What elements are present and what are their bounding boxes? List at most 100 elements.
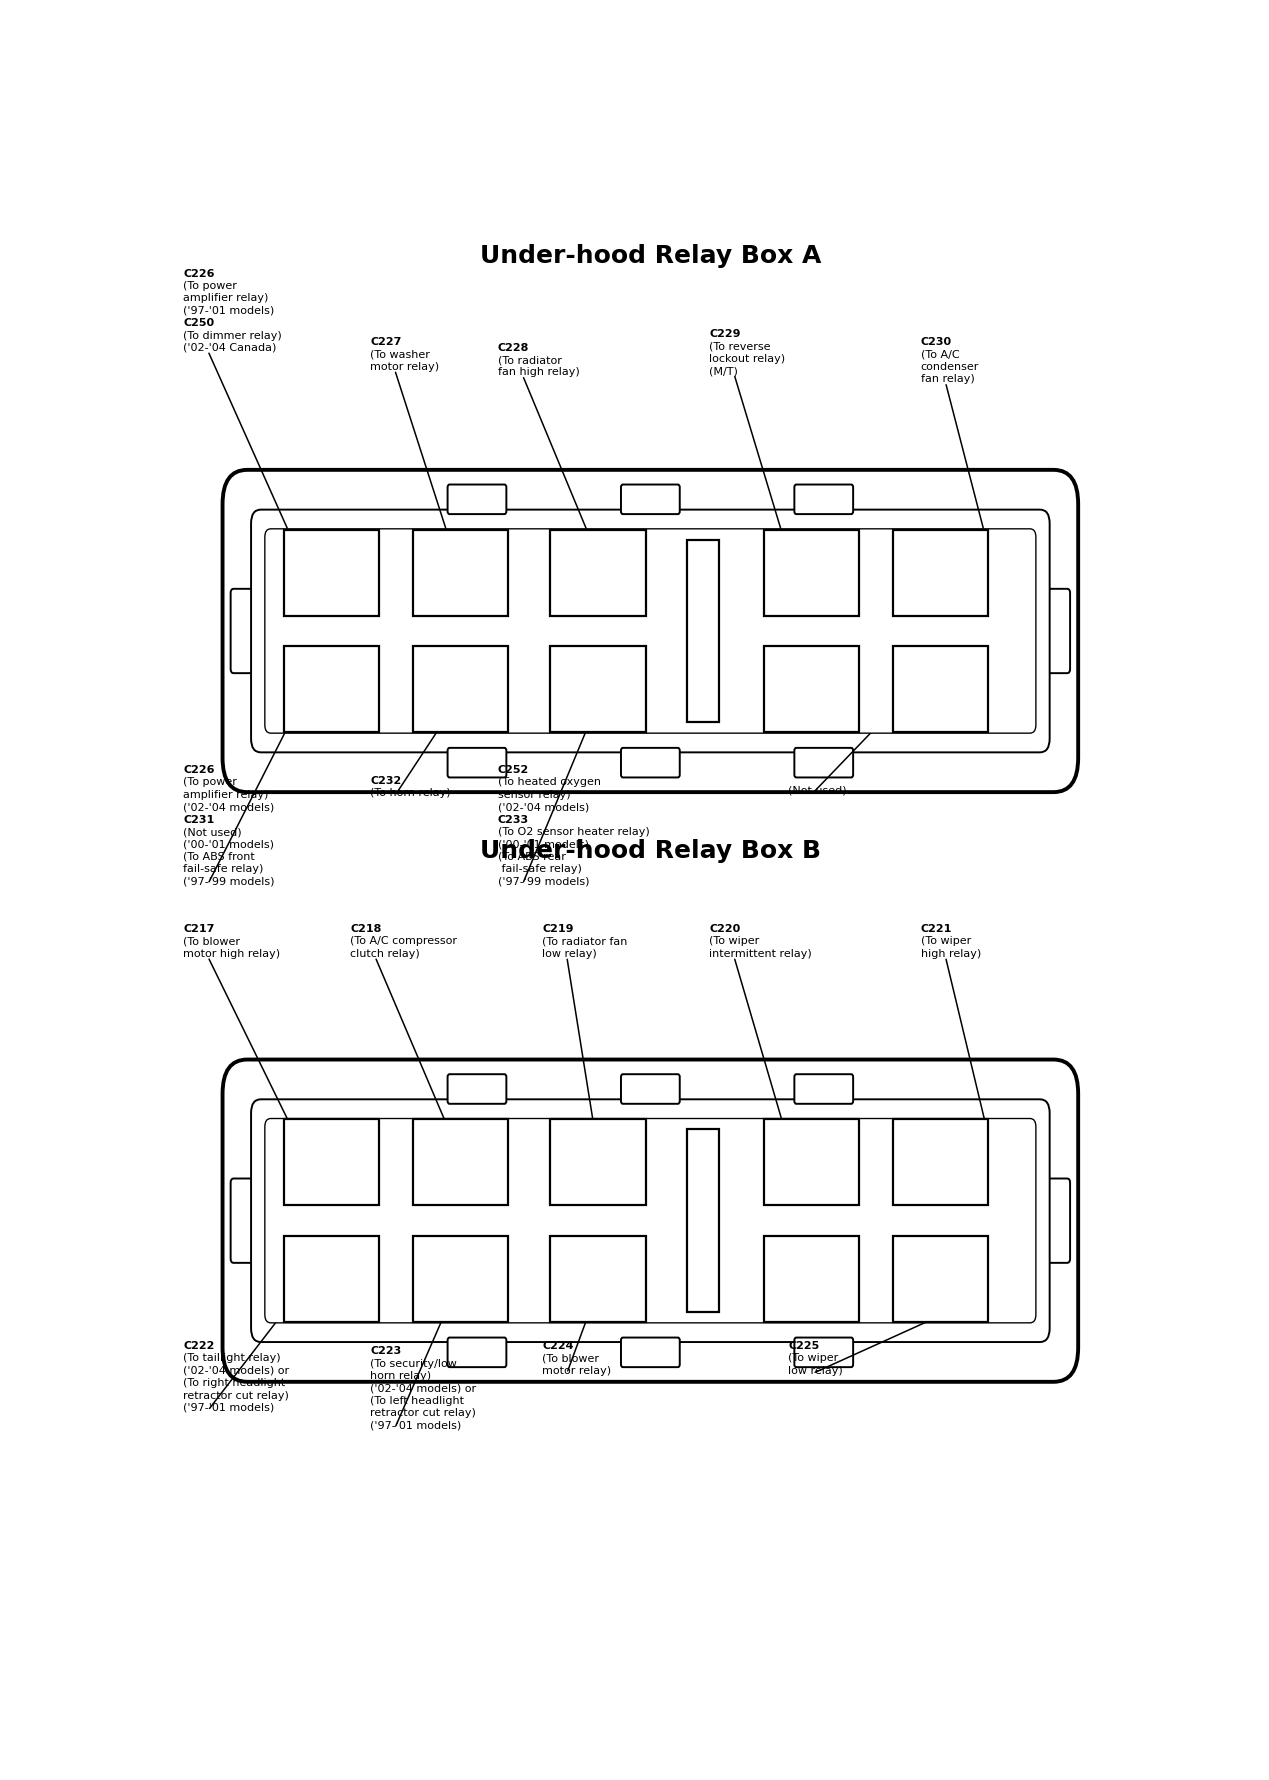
Text: (To O2 sensor heater relay): (To O2 sensor heater relay) — [497, 826, 650, 837]
FancyBboxPatch shape — [265, 529, 1036, 733]
Text: C231: C231 — [183, 813, 214, 824]
Text: fan relay): fan relay) — [921, 374, 975, 384]
Text: (To ABS rear: (To ABS rear — [497, 851, 566, 862]
Bar — [414, 646, 509, 733]
Text: (To radiator fan: (To radiator fan — [542, 936, 628, 945]
Text: C226: C226 — [183, 269, 214, 278]
Text: sensor relay): sensor relay) — [497, 789, 571, 799]
Text: (To A/C compressor: (To A/C compressor — [350, 936, 457, 945]
Text: (To reverse: (To reverse — [709, 342, 770, 351]
FancyBboxPatch shape — [222, 470, 1079, 792]
Text: (To security/low: (To security/low — [371, 1358, 457, 1369]
Bar — [551, 646, 646, 733]
Text: C221: C221 — [921, 924, 952, 933]
Text: motor high relay): motor high relay) — [183, 949, 280, 958]
FancyBboxPatch shape — [1042, 589, 1070, 675]
Text: ('97-'99 models): ('97-'99 models) — [497, 876, 589, 886]
Text: (To wiper: (To wiper — [788, 1353, 839, 1363]
Text: (To wiper: (To wiper — [921, 936, 971, 945]
Bar — [414, 1120, 509, 1205]
Text: C222: C222 — [183, 1340, 214, 1351]
FancyBboxPatch shape — [1042, 1178, 1070, 1264]
Text: Under-hood Relay Box B: Under-hood Relay Box B — [480, 838, 821, 863]
Text: (To ABS front: (To ABS front — [183, 851, 255, 862]
Text: C232: C232 — [371, 776, 401, 785]
Text: clutch relay): clutch relay) — [350, 949, 420, 958]
Text: C250: C250 — [183, 319, 214, 328]
Bar — [764, 1235, 859, 1323]
FancyBboxPatch shape — [448, 748, 506, 778]
Text: retractor cut relay): retractor cut relay) — [371, 1408, 476, 1417]
Bar — [414, 1235, 509, 1323]
Text: (M/T): (M/T) — [709, 367, 739, 376]
Bar — [284, 530, 379, 616]
Text: fan high relay): fan high relay) — [497, 367, 580, 377]
Text: ('02-'04 models): ('02-'04 models) — [183, 801, 274, 812]
Text: C227: C227 — [371, 336, 401, 347]
Text: intermittent relay): intermittent relay) — [709, 949, 812, 958]
FancyBboxPatch shape — [222, 1059, 1079, 1381]
Text: (To right headlight: (To right headlight — [183, 1378, 286, 1387]
Bar — [764, 1120, 859, 1205]
Text: C224: C224 — [542, 1340, 574, 1351]
FancyBboxPatch shape — [621, 748, 680, 778]
Text: C220: C220 — [709, 924, 741, 933]
Text: (To taillight relay): (To taillight relay) — [183, 1353, 280, 1363]
Bar — [551, 530, 646, 616]
Text: fail-safe relay): fail-safe relay) — [183, 863, 264, 874]
FancyBboxPatch shape — [251, 511, 1049, 753]
Text: (To A/C: (To A/C — [921, 349, 959, 360]
Text: ('02-'04 models): ('02-'04 models) — [497, 801, 589, 812]
Text: C218: C218 — [350, 924, 382, 933]
Text: condenser: condenser — [921, 361, 980, 372]
Text: C217: C217 — [183, 924, 214, 933]
Bar — [284, 646, 379, 733]
Text: (To dimmer relay): (To dimmer relay) — [183, 331, 282, 340]
Text: ('97-'99 models): ('97-'99 models) — [183, 876, 274, 886]
FancyBboxPatch shape — [448, 1075, 506, 1104]
Text: (To left headlight: (To left headlight — [371, 1396, 464, 1404]
FancyBboxPatch shape — [448, 1339, 506, 1367]
Text: C229: C229 — [709, 329, 741, 338]
FancyBboxPatch shape — [621, 1339, 680, 1367]
Bar — [893, 1235, 989, 1323]
Bar — [284, 1235, 379, 1323]
FancyBboxPatch shape — [231, 589, 259, 675]
Text: C230: C230 — [921, 336, 952, 347]
Text: motor relay): motor relay) — [371, 361, 439, 372]
FancyBboxPatch shape — [231, 1178, 259, 1264]
Text: C225: C225 — [788, 1340, 820, 1351]
Bar — [764, 646, 859, 733]
Text: ('02-'04 models) or: ('02-'04 models) or — [183, 1365, 289, 1374]
FancyBboxPatch shape — [794, 748, 853, 778]
Text: ('97-'01 models): ('97-'01 models) — [183, 1403, 274, 1412]
Text: horn relay): horn relay) — [371, 1371, 431, 1381]
Text: (To power: (To power — [183, 281, 237, 290]
FancyBboxPatch shape — [794, 1339, 853, 1367]
Text: high relay): high relay) — [921, 949, 981, 958]
Text: C228: C228 — [497, 342, 529, 352]
Text: amplifier relay): amplifier relay) — [183, 789, 269, 799]
Text: low relay): low relay) — [542, 949, 596, 958]
Bar — [687, 541, 720, 723]
Bar — [551, 1235, 646, 1323]
FancyBboxPatch shape — [448, 486, 506, 514]
Text: (To blower: (To blower — [183, 936, 240, 945]
Text: (To radiator: (To radiator — [497, 354, 562, 365]
Bar — [551, 1120, 646, 1205]
Text: lockout relay): lockout relay) — [709, 354, 786, 363]
Text: ('02-'04 Canada): ('02-'04 Canada) — [183, 344, 277, 352]
Text: ('97-'01 models): ('97-'01 models) — [183, 306, 274, 315]
Bar — [893, 1120, 989, 1205]
FancyBboxPatch shape — [621, 486, 680, 514]
Bar — [284, 1120, 379, 1205]
Text: ('02-'04 models) or: ('02-'04 models) or — [371, 1383, 476, 1394]
FancyBboxPatch shape — [794, 1075, 853, 1104]
Text: ('00-'01 models): ('00-'01 models) — [497, 838, 589, 849]
FancyBboxPatch shape — [265, 1120, 1036, 1323]
Bar — [893, 530, 989, 616]
Text: C252: C252 — [497, 765, 529, 774]
Text: (To blower: (To blower — [542, 1353, 599, 1363]
Text: Under-hood Relay Box A: Under-hood Relay Box A — [480, 244, 821, 267]
Bar — [687, 1130, 720, 1312]
